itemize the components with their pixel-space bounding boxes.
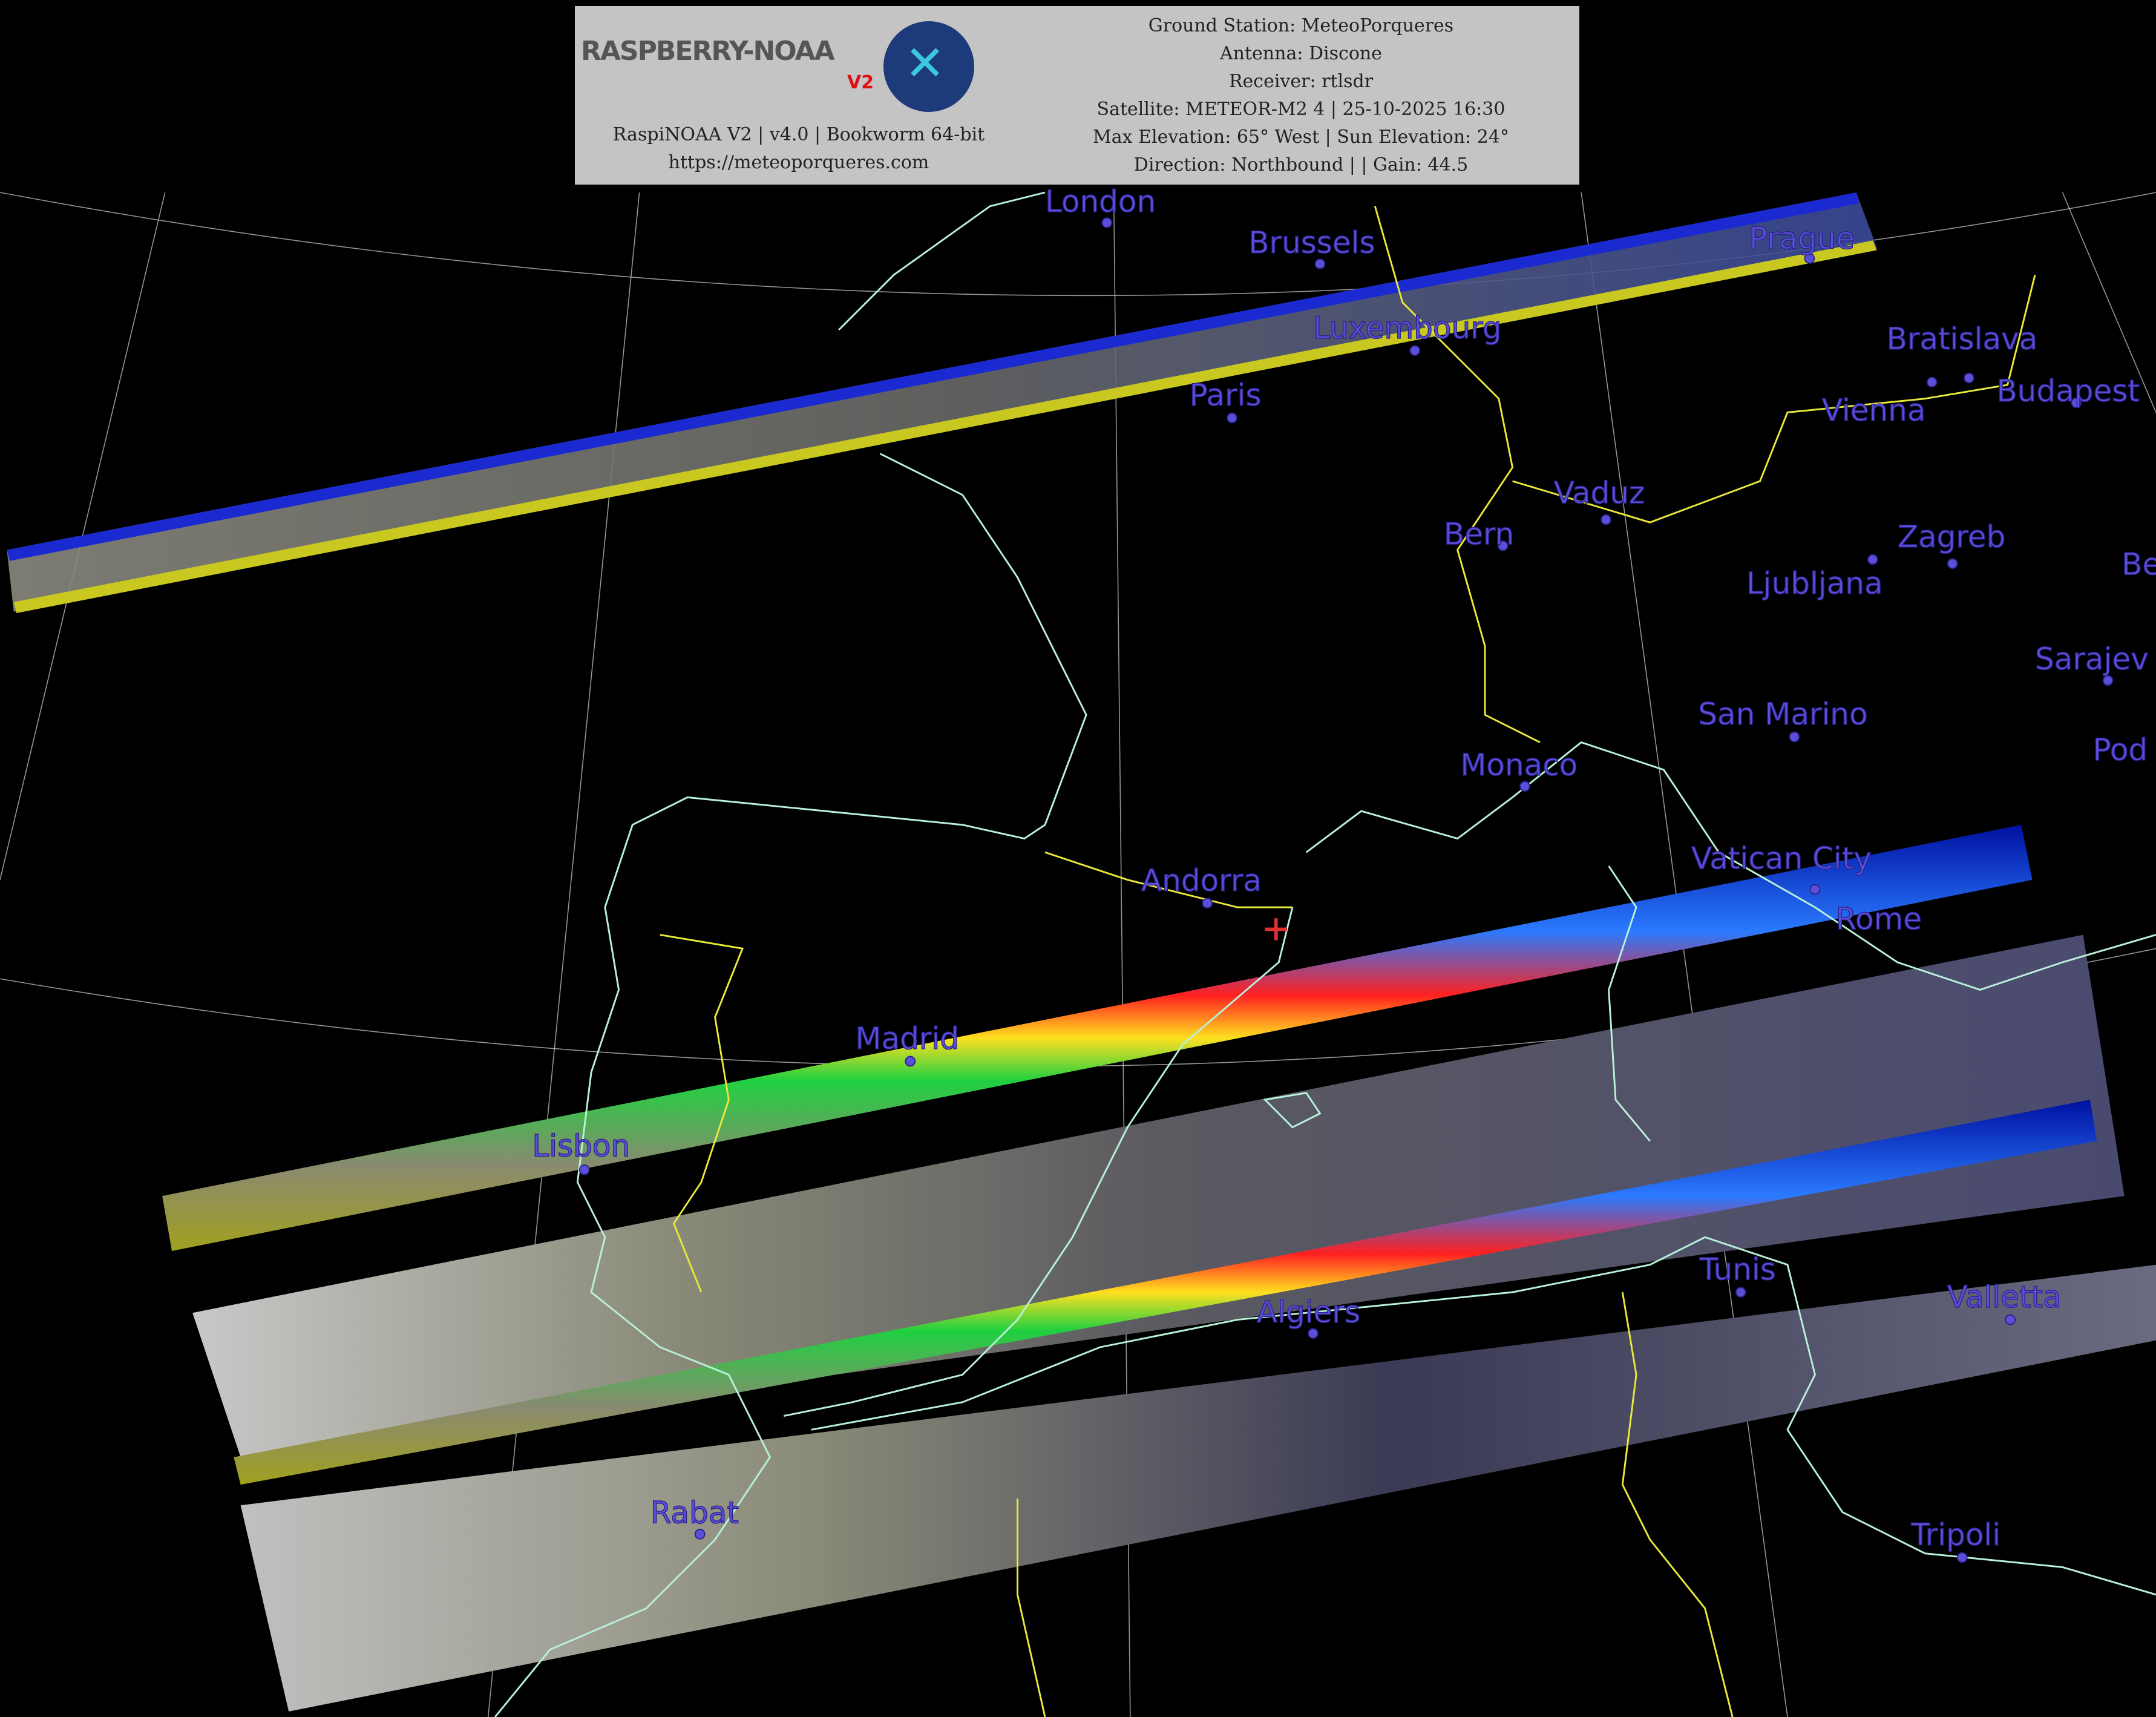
city-label: Tunis (1699, 1252, 1776, 1287)
city-dot (694, 1529, 706, 1540)
city-label: Madrid (855, 1021, 959, 1056)
city-dot (1789, 731, 1800, 743)
city-dot (1314, 258, 1326, 269)
logo-text: RASPBERRY-NOAA (581, 36, 835, 67)
city-dot (2102, 675, 2114, 686)
city-label: Valletta (1947, 1279, 2062, 1315)
borders (660, 206, 2036, 1717)
city-dot (2071, 397, 2082, 409)
city-dot (1409, 345, 1421, 356)
city-label: Ljubljana (1746, 566, 1883, 601)
red-cross-icon (1265, 918, 1287, 941)
city-dot (1947, 558, 1958, 570)
city-label: Monaco (1460, 747, 1578, 783)
ground-station: Ground Station: MeteoPorqueres (1148, 15, 1454, 36)
city-label: Andorra (1141, 863, 1262, 898)
city-label: Vatican City (1691, 841, 1872, 876)
receiver: Receiver: rtlsdr (1228, 71, 1374, 92)
city-labels: London Brussels Prague Luxembourg Paris Vienn… (532, 183, 2156, 1563)
city-dot (905, 1055, 916, 1067)
city-label: Rabat (650, 1495, 739, 1531)
city-label: San Marino (1698, 697, 1867, 732)
city-label: Paris (1190, 378, 1262, 413)
city-dot (1519, 781, 1530, 792)
raspberry-noaa-logo: ✕ RASPBERRY-NOAA V2 (581, 18, 980, 115)
city-dot (1926, 376, 1938, 388)
software-version: RaspiNOAA V2 | v4.0 | Bookworm 64-bit (612, 124, 985, 145)
city-dot (1202, 898, 1213, 909)
city-dot (1956, 1552, 1968, 1563)
city-dot (1809, 884, 1821, 895)
city-dot (1308, 1328, 1319, 1339)
city-dot (1964, 372, 1974, 384)
direction-gain: Direction: Northbound | | Gain: 44.5 (1133, 154, 1469, 176)
city-label: Tripoli (1911, 1517, 2001, 1552)
city-label: Luxembourg (1313, 310, 1501, 346)
antenna: Antenna: Discone (1220, 43, 1382, 64)
satellite-info: Satellite: METEOR-M2 4 | 25-10-2025 16:3… (1096, 99, 1506, 120)
logo-badge: V2 (847, 72, 874, 93)
city-dot (1497, 540, 1509, 551)
city-label: Bern (1444, 516, 1514, 551)
city-dot (578, 1164, 590, 1175)
city-label: Be (2122, 547, 2156, 582)
station-marker (1265, 918, 1287, 941)
satellite-icon: ✕ (905, 35, 946, 91)
city-label: Zagreb (1898, 519, 2006, 554)
city-label: Algiers (1257, 1295, 1360, 1330)
city-dot (1601, 514, 1611, 525)
city-label: Prague (1749, 221, 1855, 256)
pass-info-header: ✕ RASPBERRY-NOAA V2 RaspiNOAA V2 | v4.0 … (575, 6, 1579, 185)
satellite-logo-icon (883, 21, 974, 112)
city-label: Vaduz (1554, 475, 1645, 510)
city-label: Vienna (1822, 393, 1926, 428)
city-label: Budapest (1996, 373, 2139, 409)
city-label: London (1045, 184, 1156, 219)
satellite-swaths (7, 192, 2156, 1712)
city-dot (1804, 253, 1815, 264)
city-label: Brussels (1248, 225, 1375, 260)
city-dot (1101, 217, 1113, 228)
city-label: Lisbon (532, 1128, 630, 1163)
coastlines (494, 191, 2156, 1717)
city-label: Sarajev (2035, 642, 2149, 677)
city-dot (1227, 412, 1237, 424)
city-label: Bratislava (1887, 321, 2038, 356)
city-label: Rome (1836, 901, 1922, 936)
city-dot (1735, 1287, 1746, 1298)
elevation-info: Max Elevation: 65° West | Sun Elevation:… (1093, 126, 1509, 148)
city-label: Pod (2092, 732, 2148, 767)
city-dot (1867, 554, 1878, 565)
website-link[interactable]: https://meteoporqueres.com (668, 152, 929, 173)
city-dot (2005, 1314, 2016, 1325)
